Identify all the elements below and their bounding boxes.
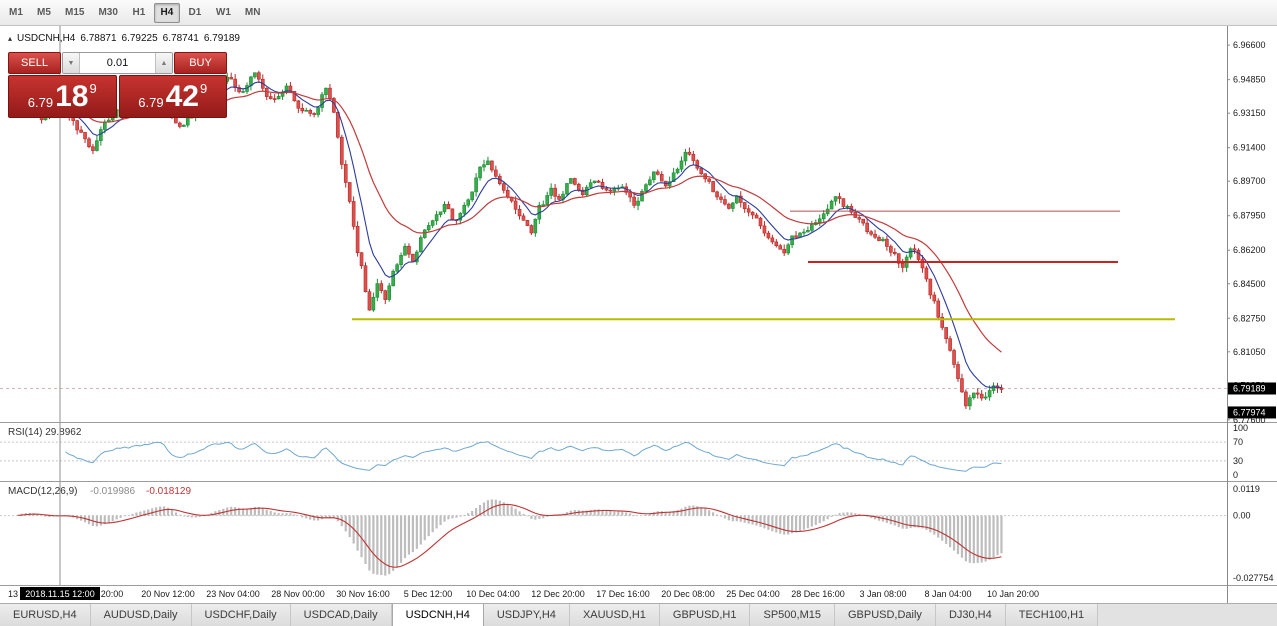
- svg-text:6.91400: 6.91400: [1233, 143, 1266, 153]
- symbol-tab-tech100[interactable]: TECH100,H1: [1005, 604, 1099, 626]
- symbol-tab-dj30[interactable]: DJ30,H4: [935, 604, 1006, 626]
- svg-text:30 Nov 16:00: 30 Nov 16:00: [336, 589, 390, 599]
- macd-signal-line: [17, 503, 1002, 568]
- symbol-tab-gbpusd[interactable]: GBPUSD,H1: [659, 604, 751, 626]
- ask-price-sup-digit: 9: [199, 81, 208, 96]
- svg-text:6.84500: 6.84500: [1233, 279, 1266, 289]
- svg-text:25 Dec 04:00: 25 Dec 04:00: [726, 589, 780, 599]
- timeframe-button-m5[interactable]: M5: [37, 7, 51, 18]
- macd-main-value: -0.019986: [90, 486, 135, 497]
- svg-text:20:00: 20:00: [101, 589, 124, 599]
- timeframe-button-d1[interactable]: D1: [188, 7, 202, 18]
- svg-text:20 Nov 12:00: 20 Nov 12:00: [141, 589, 195, 599]
- vertical-line-date-tag: [20, 587, 100, 600]
- lot-size-control: ▼ 0.01 ▲: [62, 52, 173, 74]
- symbol-tab-usdjpy[interactable]: USDJPY,H4: [483, 604, 570, 626]
- timeframe-button-m1[interactable]: M1: [9, 7, 23, 18]
- svg-text:2018.11.15 12:00: 2018.11.15 12:00: [25, 589, 94, 599]
- svg-text:3 Jan 08:00: 3 Jan 08:00: [859, 589, 906, 599]
- bid-price-sup-digit: 9: [89, 81, 97, 96]
- symbol-tab-usdchf[interactable]: USDCHF,Daily: [191, 604, 291, 626]
- svg-text:5 Dec 12:00: 5 Dec 12:00: [404, 589, 453, 599]
- chart-canvas[interactable]: RSI(14) 29.8962 100 70 30 0 MACD(12,26,9) -0.0…: [0, 26, 1277, 603]
- rsi-scale-label: 30: [1233, 456, 1243, 466]
- svg-text:10 Dec 04:00: 10 Dec 04:00: [466, 589, 520, 599]
- svg-text:6.86200: 6.86200: [1233, 245, 1266, 255]
- chart-background: [0, 26, 1277, 603]
- current-price-tag: [1228, 382, 1276, 395]
- svg-text:12 Dec 20:00: 12 Dec 20:00: [531, 589, 585, 599]
- rsi-scale-label: 100: [1233, 423, 1248, 433]
- bid-price-big-digits: 18: [55, 79, 89, 113]
- timeframe-button-m30[interactable]: M30: [98, 7, 118, 18]
- bid-price-display[interactable]: 6.79 18 9: [8, 75, 117, 118]
- timeframe-toolbar: M1 M5 M15 M30 H1 H4 D1 W1 MN: [0, 0, 1277, 26]
- svg-text:6.77974: 6.77974: [1233, 407, 1266, 417]
- ask-price-display[interactable]: 6.79 42 9: [118, 75, 227, 118]
- svg-text:6.82750: 6.82750: [1233, 313, 1266, 323]
- symbol-tab-usdcnh[interactable]: USDCNH,H4: [391, 604, 484, 626]
- svg-text:6.93150: 6.93150: [1233, 108, 1266, 118]
- macd-scale-label: -0.027754: [1233, 573, 1274, 583]
- symbol-tab-usdcad[interactable]: USDCAD,Daily: [290, 604, 392, 626]
- symbol-tab-audusd[interactable]: AUDUSD,Daily: [90, 604, 192, 626]
- symbol-tab-sp500[interactable]: SP500,M15: [750, 604, 835, 626]
- macd-signal-value: -0.018129: [146, 486, 191, 497]
- collapse-icon[interactable]: ▴: [8, 34, 13, 43]
- timeframe-button-h1[interactable]: H1: [132, 7, 146, 18]
- symbol-tab-eurusd[interactable]: EURUSD,H4: [0, 604, 91, 626]
- svg-text:28 Nov 00:00: 28 Nov 00:00: [271, 589, 325, 599]
- bid-price-prefix: 6.79: [27, 95, 54, 110]
- svg-text:6.79189: 6.79189: [1233, 383, 1266, 393]
- svg-text:20 Dec 08:00: 20 Dec 08:00: [661, 589, 715, 599]
- buy-button[interactable]: BUY: [174, 52, 227, 74]
- timeframe-button-m15[interactable]: M15: [65, 7, 85, 18]
- svg-text:6.81050: 6.81050: [1233, 347, 1266, 357]
- rsi-line: [65, 441, 1002, 472]
- sell-button[interactable]: SELL: [8, 52, 61, 74]
- rsi-label: RSI(14) 29.8962: [8, 427, 82, 438]
- timeframe-button-w1[interactable]: W1: [215, 7, 231, 18]
- svg-text:6.94850: 6.94850: [1233, 75, 1266, 85]
- rsi-scale-label: 0: [1233, 470, 1238, 480]
- svg-text:23 Nov 04:00: 23 Nov 04:00: [206, 589, 260, 599]
- svg-text:10 Jan 20:00: 10 Jan 20:00: [987, 589, 1039, 599]
- symbol-tab-gbpusd[interactable]: GBPUSD,Daily: [834, 604, 936, 626]
- lot-decrease-icon[interactable]: ▼: [63, 53, 80, 73]
- svg-text:8 Jan 04:00: 8 Jan 04:00: [924, 589, 971, 599]
- one-click-trading-panel: SELL ▼ 0.01 ▲ BUY 6.79 18 9 6.79 42 9: [8, 52, 227, 118]
- price-scale[interactable]: 6.96600 6.94850 6.93150 6.91400 6.89700 6.879…: [1227, 26, 1276, 603]
- svg-text:17 Dec 16:00: 17 Dec 16:00: [596, 589, 650, 599]
- current-price-tag: [1228, 406, 1276, 419]
- svg-text:6.87950: 6.87950: [1233, 211, 1266, 221]
- svg-text:6.89700: 6.89700: [1233, 176, 1266, 186]
- lot-size-value[interactable]: 0.01: [80, 53, 155, 73]
- macd-scale-label: 0.0119: [1233, 484, 1260, 494]
- chart-window: RSI(14) 29.8962 100 70 30 0 MACD(12,26,9) -0.0…: [0, 26, 1277, 603]
- timeframe-button-mn[interactable]: MN: [244, 7, 261, 18]
- svg-text:28 Dec 16:00: 28 Dec 16:00: [791, 589, 845, 599]
- ask-price-prefix: 6.79: [138, 95, 164, 110]
- rsi-scale-label: 70: [1233, 437, 1243, 447]
- ask-price-big-digits: 42: [165, 79, 199, 113]
- svg-text:6.77600: 6.77600: [1233, 415, 1266, 425]
- timeframe-button-h4[interactable]: H4: [153, 2, 180, 23]
- symbol-tabs: EURUSD,H4 AUDUSD,Daily USDCHF,Daily USDCAD,…: [0, 603, 1277, 626]
- svg-text:6.96600: 6.96600: [1233, 40, 1266, 50]
- macd-scale-label: 0.00: [1233, 511, 1251, 521]
- symbol-tab-xauusd[interactable]: XAUUSD,H1: [569, 604, 660, 626]
- lot-increase-icon[interactable]: ▲: [155, 53, 172, 73]
- macd-label: MACD(12,26,9): [8, 486, 77, 497]
